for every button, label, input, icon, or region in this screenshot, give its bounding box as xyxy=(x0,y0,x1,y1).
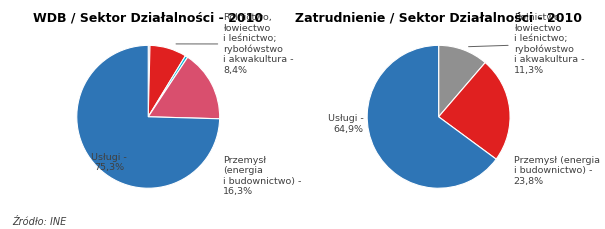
Text: Rolnictwo,
łowiectwo
i leśnictwo;
rybołówstwo
i akwakultura -
8,4%: Rolnictwo, łowiectwo i leśnictwo; rybołó… xyxy=(176,13,294,75)
Text: Usługi -
64,9%: Usługi - 64,9% xyxy=(328,114,364,134)
Wedge shape xyxy=(148,45,185,117)
Text: Usługi -
75,3%: Usługi - 75,3% xyxy=(91,153,127,172)
Text: Przemysł
(energia
i budownictwo) -
16,3%: Przemysł (energia i budownictwo) - 16,3% xyxy=(223,156,302,196)
Wedge shape xyxy=(148,57,220,119)
Wedge shape xyxy=(148,45,150,117)
Wedge shape xyxy=(148,56,188,117)
Wedge shape xyxy=(367,45,496,188)
Title: WDB / Sektor Działalności - 2010: WDB / Sektor Działalności - 2010 xyxy=(33,12,263,25)
Text: Rolnictwo,
łowiectwo
i leśnictwo;
rybołówstwo
i akwakultura -
11,3%: Rolnictwo, łowiectwo i leśnictwo; rybołó… xyxy=(468,13,584,75)
Text: Przemysł (energia
i budownictwo) -
23,8%: Przemysł (energia i budownictwo) - 23,8% xyxy=(514,156,600,186)
Title: Zatrudnienie / Sektor Działalności - 2010: Zatrudnienie / Sektor Działalności - 201… xyxy=(295,12,582,25)
Wedge shape xyxy=(439,45,485,117)
Wedge shape xyxy=(77,45,220,188)
Wedge shape xyxy=(439,63,510,159)
Text: Źródło: INE: Źródło: INE xyxy=(12,217,67,227)
